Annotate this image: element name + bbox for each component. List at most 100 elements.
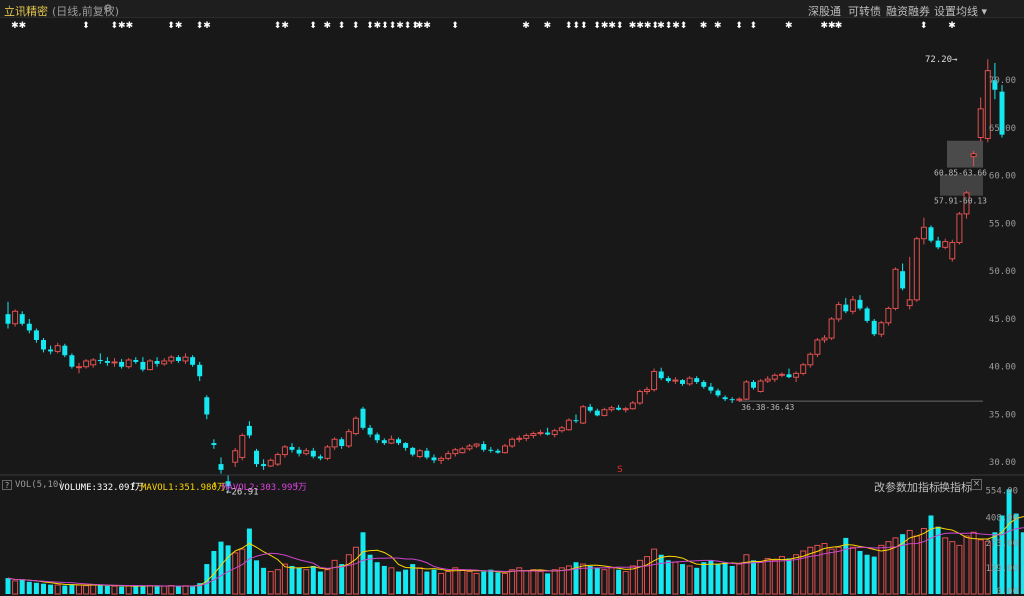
add-indicator-button[interactable]: 加指标 <box>907 481 940 494</box>
help-icon[interactable]: ? <box>2 480 12 490</box>
volume-bar <box>680 564 685 594</box>
candle-body <box>864 308 870 321</box>
volume-bar <box>147 585 153 595</box>
price-tick-label: 50.00 <box>989 267 1016 277</box>
volume-axis: 554.00 408.00 273.00 139.00 0.00 <box>985 486 1018 596</box>
volume-bar <box>807 546 814 595</box>
volume-bar <box>835 546 842 595</box>
volume-bar <box>793 554 800 595</box>
volume-bar <box>388 567 395 595</box>
volume-bar <box>381 565 387 594</box>
volume-bar <box>175 586 181 594</box>
menu-shenguotong[interactable]: 深股通 <box>808 5 841 18</box>
volume-bar <box>629 565 636 595</box>
signal-marker: ✱✱✱⬍ <box>629 21 659 31</box>
candle-body <box>48 349 54 352</box>
volume-bar <box>360 532 366 594</box>
candle-body <box>835 304 842 320</box>
volume-bar <box>352 546 359 595</box>
candle-body <box>715 390 721 396</box>
candle-body <box>587 406 593 411</box>
candle-body <box>644 389 650 393</box>
candle-body <box>764 378 771 382</box>
volume-bar <box>715 564 721 594</box>
volume-bar <box>956 544 963 595</box>
volume-bar <box>885 541 892 595</box>
volume-ma-line <box>7 527 1024 587</box>
gear-icon[interactable]: ⚙ <box>103 2 113 15</box>
candle-body <box>289 446 295 450</box>
indicator-name: VOL(5,10) <box>15 480 64 490</box>
edit-params-button[interactable]: 改参数 <box>874 481 907 494</box>
menu-margin-trading[interactable]: 融资融券 <box>886 5 930 18</box>
candle-body <box>843 304 849 312</box>
candle-body <box>601 409 608 416</box>
volume-bar <box>339 564 345 594</box>
candle-body <box>686 377 693 385</box>
candle-body <box>658 371 664 379</box>
volume-bar <box>913 535 920 595</box>
candle-body <box>133 360 139 362</box>
candlestick-series <box>5 59 1005 492</box>
volume-bar <box>651 548 658 595</box>
candle-body <box>310 450 316 457</box>
volume-bar <box>658 554 664 594</box>
candle-body <box>97 360 103 362</box>
volume-bar <box>736 563 743 595</box>
signal-marker: ✱ <box>835 21 843 31</box>
menu-convertible-bond[interactable]: 可转债 <box>848 5 881 18</box>
candle-body <box>232 450 239 463</box>
candle-body <box>580 406 587 424</box>
volume-bar <box>473 572 480 595</box>
candle-body <box>757 380 764 393</box>
volume-bar <box>814 544 821 595</box>
top-bar: 立讯精密 (日线,前复权) ⚙ 深股通 可转债 融资融券 设置均线 ▾ <box>0 0 1024 18</box>
candle-body <box>218 464 224 470</box>
candle-body <box>900 271 906 289</box>
volume-bar <box>125 585 132 595</box>
volume-bar <box>83 585 90 595</box>
candle-body <box>800 364 807 374</box>
signal-marker: ⬍⬍⬍ <box>565 21 588 31</box>
candle-body <box>438 457 445 461</box>
candle-body <box>254 450 259 465</box>
volume-bar <box>601 569 608 595</box>
volume-bar <box>133 586 139 594</box>
signal-marker: ✱✱ <box>416 21 431 31</box>
signal-marker: ⬍ <box>82 21 90 31</box>
candle-body <box>246 425 252 436</box>
candle-body <box>481 444 487 450</box>
candle-body <box>104 360 110 363</box>
volume-bar <box>778 556 785 595</box>
volume-bar <box>140 585 146 594</box>
volume-bar <box>672 561 679 595</box>
stock-name[interactable]: 立讯精密 <box>4 5 48 18</box>
change-indicator-button[interactable]: 换指标 <box>939 481 972 494</box>
candle-body <box>701 381 707 387</box>
candle-body <box>281 446 288 456</box>
candle-body <box>793 372 800 378</box>
volume-bar <box>161 585 168 595</box>
volume-bar <box>573 562 579 594</box>
volume-bar <box>786 558 792 594</box>
close-icon[interactable]: × <box>971 479 982 490</box>
volume-bar <box>757 561 764 595</box>
menu-ma-settings[interactable]: 设置均线 ▾ <box>934 5 988 18</box>
support-label: 36.38-36.43 <box>741 403 794 412</box>
volume-bar <box>729 565 735 594</box>
volume-bar <box>1006 489 1012 594</box>
zone1-label: 60.85-63.66 <box>934 169 987 178</box>
volume-bar <box>104 585 110 594</box>
candle-body <box>629 402 636 410</box>
signal-marker: ⬍ <box>920 21 928 31</box>
volume-bar <box>459 569 466 595</box>
candle-body <box>445 453 452 459</box>
volume-bar <box>864 554 870 594</box>
volume-bar <box>558 567 565 595</box>
price-tick-label: 45.00 <box>989 315 1016 325</box>
volume-bar <box>218 541 224 594</box>
volume-bar <box>530 569 537 595</box>
signal-marker: ⬍✱ <box>196 21 211 31</box>
candle-body <box>345 431 352 447</box>
